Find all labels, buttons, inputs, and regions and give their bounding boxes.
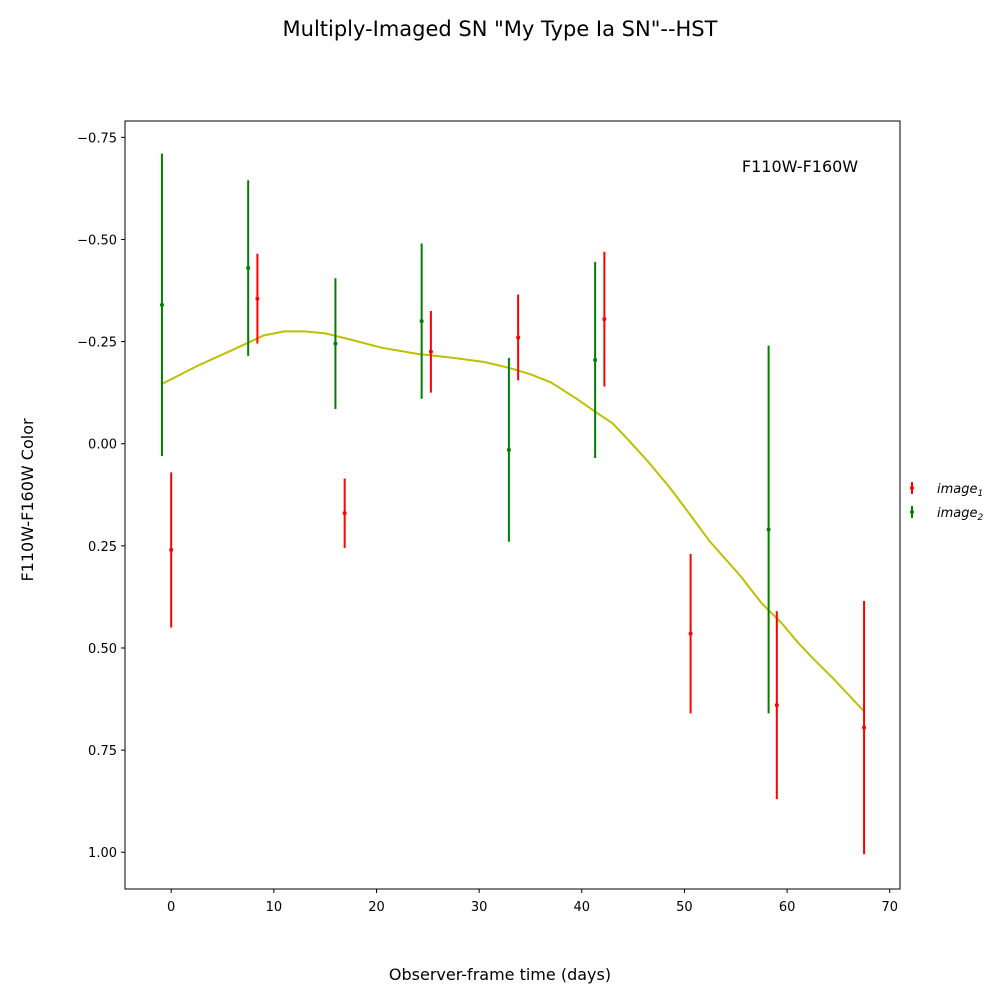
data-point-series-1 <box>862 725 867 730</box>
data-point-series-1 <box>169 547 174 552</box>
data-point-series-1 <box>428 349 433 354</box>
data-point-series-2 <box>419 319 424 324</box>
plot-area <box>125 121 900 889</box>
y-tick-label: 1.00 <box>88 846 117 861</box>
y-tick-label: 0.25 <box>88 540 117 555</box>
plot-frame <box>124 120 901 890</box>
plot-content <box>159 153 867 855</box>
legend-label-series-2: image2 <box>937 506 984 523</box>
chart-title: Multiply-Imaged SN "My Type Ia SN"--HST <box>283 17 718 41</box>
data-point-series-1 <box>342 511 347 516</box>
y-axis-label: F110W-F160W Color <box>18 418 37 582</box>
data-point-series-2 <box>333 341 338 346</box>
data-point-series-2 <box>593 357 598 362</box>
data-point-series-2 <box>246 266 251 271</box>
x-tick-label: 0 <box>167 900 175 915</box>
y-tick-label: 0.75 <box>88 744 117 759</box>
y-tick-label: −0.50 <box>77 233 117 248</box>
y-tick-label: 0.50 <box>88 642 117 657</box>
data-point-series-1 <box>688 631 693 636</box>
data-point-series-1 <box>774 703 779 708</box>
data-point-series-1 <box>516 335 521 340</box>
y-tick-label: −0.25 <box>77 336 117 351</box>
x-tick-label: 70 <box>881 900 898 915</box>
data-point-series-2 <box>766 527 771 532</box>
legend: image1 image2 <box>910 482 984 523</box>
data-point-series-1 <box>255 296 260 301</box>
data-point-series-2 <box>506 447 511 452</box>
legend-subscript: 1 <box>978 489 984 499</box>
legend-point-series-2 <box>910 510 914 514</box>
x-axis-label: Observer-frame time (days) <box>389 965 611 984</box>
x-axis: 0 10 20 30 40 50 60 70 <box>167 889 898 915</box>
x-tick-label: 40 <box>574 900 591 915</box>
x-tick-label: 20 <box>368 900 385 915</box>
filter-annotation: F110W-F160W <box>742 157 858 176</box>
x-tick-label: 10 <box>266 900 283 915</box>
model-curve <box>160 330 865 712</box>
x-tick-label: 60 <box>779 900 796 915</box>
y-tick-label: −0.75 <box>77 131 117 146</box>
legend-label-series-1: image1 <box>937 482 983 499</box>
x-tick-label: 30 <box>471 900 488 915</box>
legend-subscript: 2 <box>978 513 984 523</box>
y-axis: −0.75 −0.50 −0.25 0.00 0.25 0.50 0.75 1.00 <box>77 131 125 861</box>
x-tick-label: 50 <box>676 900 693 915</box>
data-point-series-1 <box>602 317 607 322</box>
legend-point-series-1 <box>910 486 914 490</box>
y-tick-label: 0.00 <box>88 438 117 453</box>
data-point-series-2 <box>159 302 164 307</box>
